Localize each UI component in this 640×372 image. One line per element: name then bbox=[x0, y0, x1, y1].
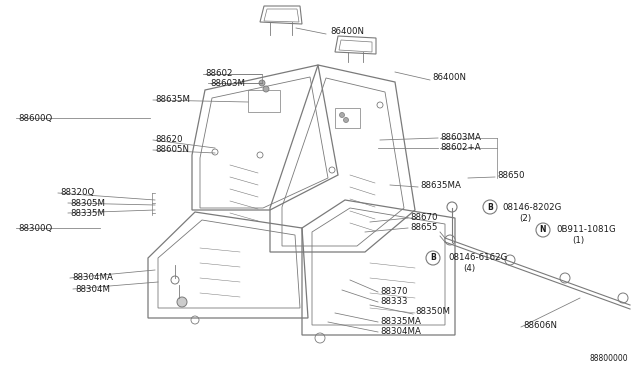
Circle shape bbox=[171, 276, 179, 284]
Text: 86400N: 86400N bbox=[432, 74, 466, 83]
Text: 88602: 88602 bbox=[205, 70, 232, 78]
Text: (2): (2) bbox=[519, 214, 531, 222]
Text: B: B bbox=[487, 202, 493, 212]
Circle shape bbox=[560, 273, 570, 283]
Text: (1): (1) bbox=[572, 237, 584, 246]
Text: 88602+A: 88602+A bbox=[440, 144, 481, 153]
Text: 88800000: 88800000 bbox=[589, 354, 628, 363]
Text: 88370: 88370 bbox=[380, 288, 408, 296]
Text: 88650: 88650 bbox=[497, 170, 525, 180]
Text: 08146-8202G: 08146-8202G bbox=[502, 202, 561, 212]
Text: (4): (4) bbox=[463, 264, 475, 273]
Text: 08146-6162G: 08146-6162G bbox=[448, 253, 508, 263]
Circle shape bbox=[212, 149, 218, 155]
Text: 88635M: 88635M bbox=[155, 96, 190, 105]
Text: 88304M: 88304M bbox=[75, 285, 110, 294]
Circle shape bbox=[618, 293, 628, 303]
Text: 88333: 88333 bbox=[380, 298, 408, 307]
Text: 88335MA: 88335MA bbox=[380, 317, 421, 327]
Text: B: B bbox=[430, 253, 436, 263]
Text: 88635MA: 88635MA bbox=[420, 180, 461, 189]
Text: 86400N: 86400N bbox=[330, 28, 364, 36]
Circle shape bbox=[344, 118, 349, 122]
Circle shape bbox=[339, 112, 344, 118]
Circle shape bbox=[329, 167, 335, 173]
Text: N: N bbox=[540, 225, 547, 234]
Text: 88606N: 88606N bbox=[523, 321, 557, 330]
Text: 88304MA: 88304MA bbox=[72, 273, 113, 282]
Text: 88300Q: 88300Q bbox=[18, 224, 52, 232]
Text: 88605N: 88605N bbox=[155, 145, 189, 154]
Text: 88670: 88670 bbox=[410, 214, 438, 222]
Text: 88620: 88620 bbox=[155, 135, 182, 144]
Circle shape bbox=[445, 235, 455, 245]
Text: 88304MA: 88304MA bbox=[380, 327, 421, 337]
Text: 88320Q: 88320Q bbox=[60, 189, 94, 198]
Circle shape bbox=[257, 152, 263, 158]
Circle shape bbox=[259, 80, 265, 86]
Text: 88655: 88655 bbox=[410, 224, 438, 232]
Text: 88335M: 88335M bbox=[70, 208, 105, 218]
Text: 0B911-1081G: 0B911-1081G bbox=[556, 225, 616, 234]
Text: 88350M: 88350M bbox=[415, 308, 450, 317]
Text: 88305M: 88305M bbox=[70, 199, 105, 208]
Text: 88600Q: 88600Q bbox=[18, 113, 52, 122]
Circle shape bbox=[505, 255, 515, 265]
Circle shape bbox=[263, 86, 269, 92]
Circle shape bbox=[177, 297, 187, 307]
Circle shape bbox=[447, 202, 457, 212]
Text: 88603MA: 88603MA bbox=[440, 134, 481, 142]
Circle shape bbox=[377, 102, 383, 108]
Text: 88603M: 88603M bbox=[210, 78, 245, 87]
